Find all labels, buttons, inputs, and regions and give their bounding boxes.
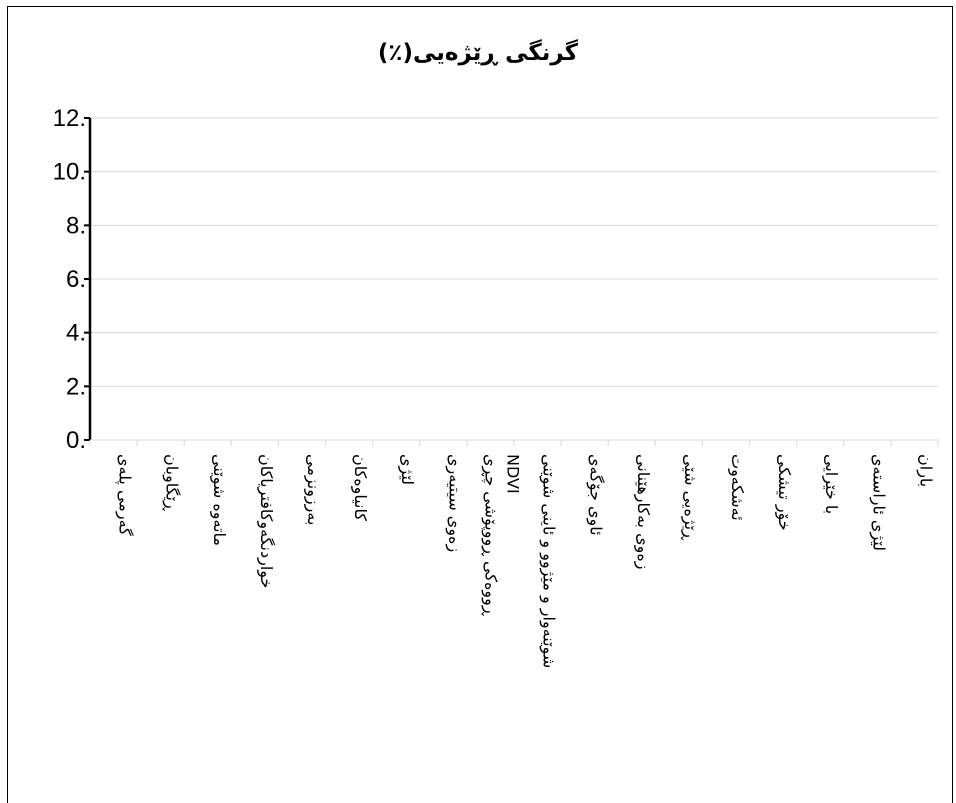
x-category-label: لێژی ئاراستەی [868,454,888,551]
y-tick-label: 10. [53,159,86,186]
x-category-label: ماتەوە شوێنی [209,454,229,546]
x-category-label: ئاوی جۆگەی [586,454,606,536]
y-tick-label: 6. [66,266,86,293]
x-category-label: خۆر تیشکی [774,454,794,531]
chart-frame [7,6,953,803]
x-category-label: ئەشکەوت [727,454,747,521]
y-tick-label: 4. [66,320,86,347]
y-tick-label: 2. [66,373,86,400]
x-category-label: بەرزونزمی [303,454,323,525]
x-category-label: با خێرایی [821,454,841,514]
x-category-label: ڕووەکی ڕووپۆشی چڕی [480,454,500,617]
y-tick-label: 12. [53,105,86,132]
x-category-label: شوێنەوار و مێژوو و ئاینی شوێنی [539,454,559,668]
x-category-label: NDVI [503,454,522,494]
x-category-label: باران [915,454,935,487]
x-category-label: ڕێژەیی شێی [680,454,700,541]
x-category-label: زەوی سیتیەری [444,454,464,552]
x-category-label: گەرمی پلەی [115,454,135,536]
y-tick-label: 0. [66,427,86,454]
x-category-label: کانیاوەکان [350,454,370,521]
x-category-label: ڕێگاوبان [162,454,182,512]
chart-title: (٪)گرنگی ڕێژەیی [377,40,579,66]
x-category-label: خواردنگەوکافتریاکان [256,454,276,588]
x-category-label: زەوی بەکارهێنانی [633,454,653,569]
y-tick-label: 8. [66,212,86,239]
x-category-label: لێژی [397,454,417,485]
